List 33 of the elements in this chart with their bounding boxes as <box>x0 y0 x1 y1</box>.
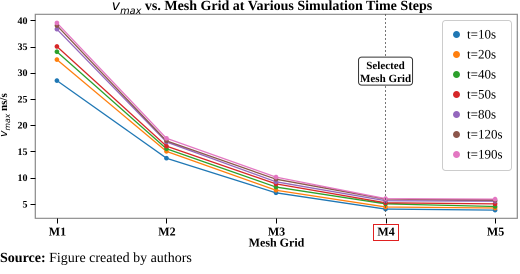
point <box>164 144 169 148</box>
chart-title: v$_{max}$ vs. Mesh Grid at Various Simulation Time Steps <box>110 0 434 17</box>
legend-label: t=50s <box>467 86 496 102</box>
y-tick-label: 15 <box>18 146 28 158</box>
x-tick-label: M2 <box>158 224 176 238</box>
point <box>54 20 60 26</box>
legend-label: t=10s <box>467 26 496 42</box>
legend-label: t=80s <box>467 106 496 122</box>
y-tick-label: 25 <box>18 94 28 106</box>
point <box>54 57 60 62</box>
point <box>274 174 278 180</box>
x-tick-label: M4 <box>377 224 395 238</box>
y-tick-label: 20 <box>18 120 28 132</box>
y-tick-label: 35 <box>18 42 28 54</box>
x-tick-label: M3 <box>268 224 286 238</box>
point <box>54 78 60 83</box>
y-tick-label: 40 <box>18 16 28 27</box>
point <box>54 49 60 54</box>
point <box>54 44 60 49</box>
legend-label: t=190s <box>467 146 503 162</box>
ref-line-label: Selected Mesh Grid <box>360 60 412 86</box>
y-tick-label: 10 <box>18 173 28 184</box>
x-axis-title: Mesh Grid <box>248 236 305 250</box>
source-note: Source: Figure created by authors <box>0 251 192 267</box>
x-tick-label: M5 <box>486 224 504 238</box>
y-tick-label: 30 <box>18 68 28 80</box>
point <box>164 156 169 161</box>
legend-label: t=40s <box>467 66 496 82</box>
point <box>164 136 169 141</box>
y-tick-label: 5 <box>22 199 28 210</box>
x-tick-label: M1 <box>48 224 66 238</box>
legend-label: t=120s <box>467 126 503 142</box>
legend-label: t=20s <box>467 46 496 62</box>
